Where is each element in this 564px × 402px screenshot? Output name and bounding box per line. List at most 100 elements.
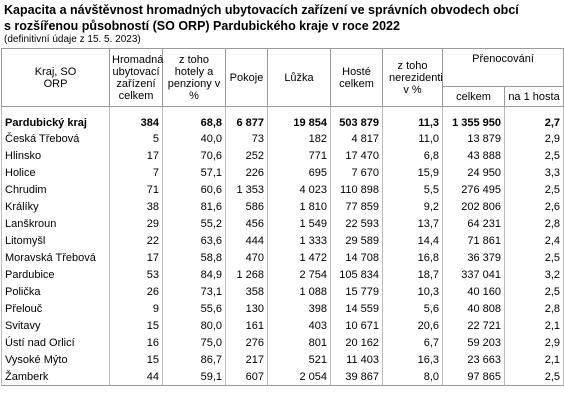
subtitle: (definitivní údaje z 15. 5. 2023) (4, 34, 141, 45)
cell: 43 888 (442, 147, 505, 164)
cell: 59 203 (442, 334, 505, 351)
cell: 358 (225, 283, 268, 300)
cell: 29 589 (330, 232, 383, 249)
cell: 11,3 (382, 106, 443, 130)
row-label: Vysoké Mýto (1, 351, 110, 368)
cell: 2,8 (503, 215, 564, 232)
row-label: Lanškroun (1, 215, 110, 232)
cell: 521 (267, 351, 331, 368)
cell: 1 333 (267, 232, 331, 249)
cell: 97 865 (442, 368, 505, 386)
cell: 77 859 (330, 198, 383, 215)
table-body: Pardubický kraj 384 68,8 6 877 19 854 503 879… (1, 106, 564, 386)
table-row: Holice 7 57,1 226 695 7 670 15,9 24 950 3,3 (1, 164, 564, 181)
cell: 8,0 (382, 368, 443, 386)
cell: 81,6 (162, 198, 226, 215)
cell: 695 (267, 164, 331, 181)
cell: 161 (225, 317, 268, 334)
column-header: Kraj, SO ORP (1, 48, 110, 107)
cell: 22 (109, 232, 163, 249)
table-row: Hlinsko 17 70,6 252 771 17 470 6,8 43 888 2,5 (1, 147, 564, 164)
row-label: Přelouč (1, 300, 110, 317)
cell: 11,0 (382, 130, 443, 147)
cell: 2,5 (503, 249, 564, 266)
cell: 2,5 (503, 181, 564, 198)
cell: 6,8 (382, 147, 443, 164)
column-header: Hromadná ubytovací zařízení celkem (109, 48, 163, 107)
cell: 20 162 (330, 334, 383, 351)
cell: 16 (109, 334, 163, 351)
column-header: z toho nerezidenti v % (382, 48, 443, 107)
cell: 5,6 (382, 300, 443, 317)
cell: 6 877 (225, 106, 268, 130)
cell: 13 879 (442, 130, 505, 147)
cell: 4 023 (267, 181, 331, 198)
cell: 7 670 (330, 164, 383, 181)
cell: 58,8 (162, 249, 226, 266)
cell: 73 (225, 130, 268, 147)
subcolumn-header: celkem (442, 86, 505, 107)
row-label: Pardubický kraj (1, 106, 110, 130)
column-header: Přenocování (441, 48, 564, 87)
row-label: Ústí nad Orlicí (1, 334, 110, 351)
cell: 20,6 (382, 317, 443, 334)
cell: 14 559 (330, 300, 383, 317)
cell: 2,9 (503, 334, 564, 351)
cell: 15 779 (330, 283, 383, 300)
row-label: Moravská Třebová (1, 249, 110, 266)
cell: 17 (109, 249, 163, 266)
cell: 5,5 (382, 181, 443, 198)
cell: 23 663 (442, 351, 505, 368)
cell: 59,1 (162, 368, 226, 386)
column-header: z toho hotely a penziony v % (162, 48, 226, 107)
cell: 2,6 (503, 198, 564, 215)
cell: 14 708 (330, 249, 383, 266)
cell: 384 (109, 106, 163, 130)
cell: 10,3 (382, 283, 443, 300)
cell: 17 (109, 147, 163, 164)
cell: 13,7 (382, 215, 443, 232)
cell: 586 (225, 198, 268, 215)
cell: 71 861 (442, 232, 505, 249)
cell: 2,9 (503, 130, 564, 147)
cell: 2,8 (503, 300, 564, 317)
cell: 55,6 (162, 300, 226, 317)
row-label: Hlinsko (1, 147, 110, 164)
cell: 771 (267, 147, 331, 164)
cell: 226 (225, 164, 268, 181)
cell: 64 231 (442, 215, 505, 232)
cell: 9,2 (382, 198, 443, 215)
cell: 4 817 (330, 130, 383, 147)
cell: 503 879 (330, 106, 383, 130)
row-label: Chrudim (1, 181, 110, 198)
cell: 456 (225, 215, 268, 232)
cell: 1 088 (267, 283, 331, 300)
title-line: s rozšířenou působností (SO ORP) Pardubi… (4, 19, 400, 33)
row-label: Pardubice (1, 266, 110, 283)
cell: 276 495 (442, 181, 505, 198)
title: Kapacita a návštěvnost hromadných ubytov… (4, 2, 564, 34)
row-label: Žamberk (1, 368, 110, 386)
cell: 60,6 (162, 181, 226, 198)
cell: 16,3 (382, 351, 443, 368)
column-header: Hosté celkem (330, 48, 383, 107)
cell: 403 (267, 317, 331, 334)
cell: 2,5 (503, 368, 564, 386)
row-label: Holice (1, 164, 110, 181)
cell: 398 (267, 300, 331, 317)
cell: 2,5 (503, 147, 564, 164)
cell: 22 721 (442, 317, 505, 334)
table-row: Pardubický kraj 384 68,8 6 877 19 854 503 879… (1, 106, 564, 130)
cell: 15,9 (382, 164, 443, 181)
row-label: Polička (1, 283, 110, 300)
cell: 36 379 (442, 249, 505, 266)
row-label: Litomyšl (1, 232, 110, 249)
cell: 15 (109, 351, 163, 368)
cell: 1 355 950 (442, 106, 505, 130)
cell: 18,7 (382, 266, 443, 283)
cell: 130 (225, 300, 268, 317)
cell: 1 353 (225, 181, 268, 198)
cell: 217 (225, 351, 268, 368)
cell: 444 (225, 232, 268, 249)
